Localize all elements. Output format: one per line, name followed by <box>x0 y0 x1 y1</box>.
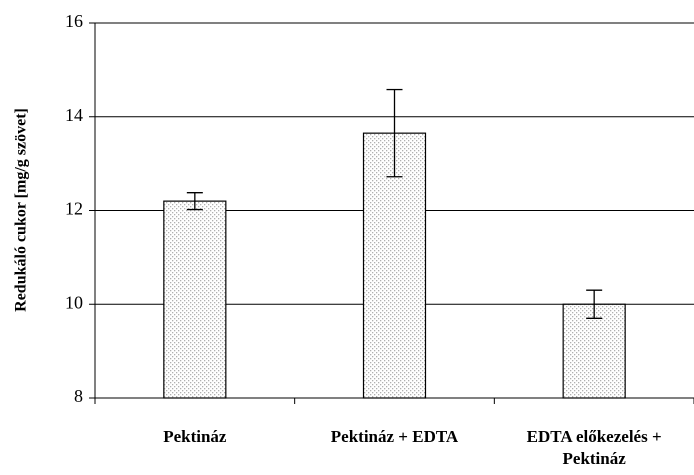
error-bar <box>386 88 403 178</box>
y-tick-label: 14 <box>65 105 83 125</box>
y-tick-label: 12 <box>65 199 83 219</box>
bar <box>562 303 626 399</box>
y-tick-label: 8 <box>74 386 83 406</box>
y-tick-label: 10 <box>65 292 83 312</box>
error-bar <box>586 289 603 319</box>
x-tick-label: EDTA előkezelés + Pektináz <box>526 427 662 468</box>
x-tick-label: Pektináz <box>163 427 227 446</box>
x-tick-label: Pektináz + EDTA <box>330 427 459 446</box>
error-bar <box>186 192 203 211</box>
y-axis-label: Redukáló cukor [mg/g szövet] <box>13 108 30 312</box>
bar <box>163 200 227 399</box>
y-tick-label: 16 <box>65 11 83 31</box>
